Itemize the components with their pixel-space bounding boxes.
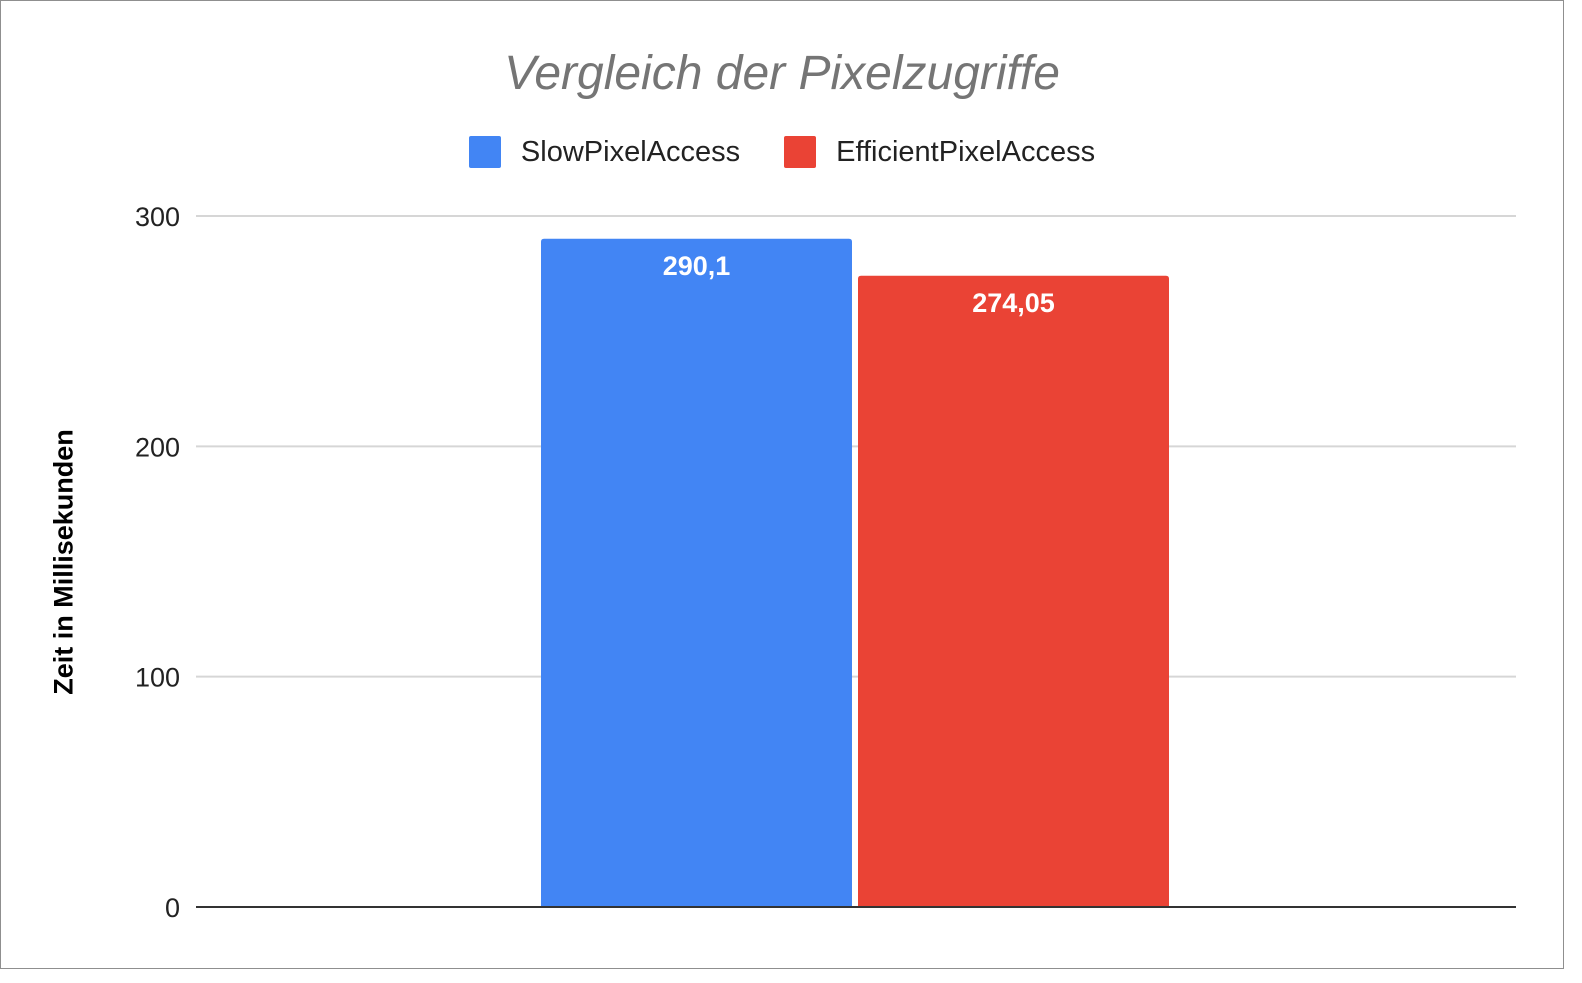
legend: SlowPixelAccess EfficientPixelAccess (0, 134, 1564, 170)
bar-slowpixelaccess (541, 238, 852, 908)
legend-label-slow: SlowPixelAccess (520, 136, 741, 168)
legend-swatch-slow (468, 136, 501, 168)
y-tick-label-100: 100 (135, 663, 180, 693)
legend-label-efficient: EfficientPixelAccess (836, 136, 1096, 168)
y-tick-label-0: 0 (165, 893, 180, 923)
legend-item-slow: SlowPixelAccess (468, 134, 741, 170)
chart-title: Vergleich der Pixelzugriffe (504, 47, 1060, 100)
y-tick-label-200: 200 (135, 432, 180, 462)
data-label-slowpixelaccess: 290,1 (663, 251, 731, 281)
data-label-efficientpixelaccess: 274,05 (972, 288, 1055, 318)
legend-item-efficient: EfficientPixelAccess (784, 134, 1095, 170)
legend-swatch-efficient (784, 136, 817, 168)
bar-efficientpixelaccess (858, 275, 1169, 908)
y-tick-label-300: 300 (135, 202, 180, 232)
